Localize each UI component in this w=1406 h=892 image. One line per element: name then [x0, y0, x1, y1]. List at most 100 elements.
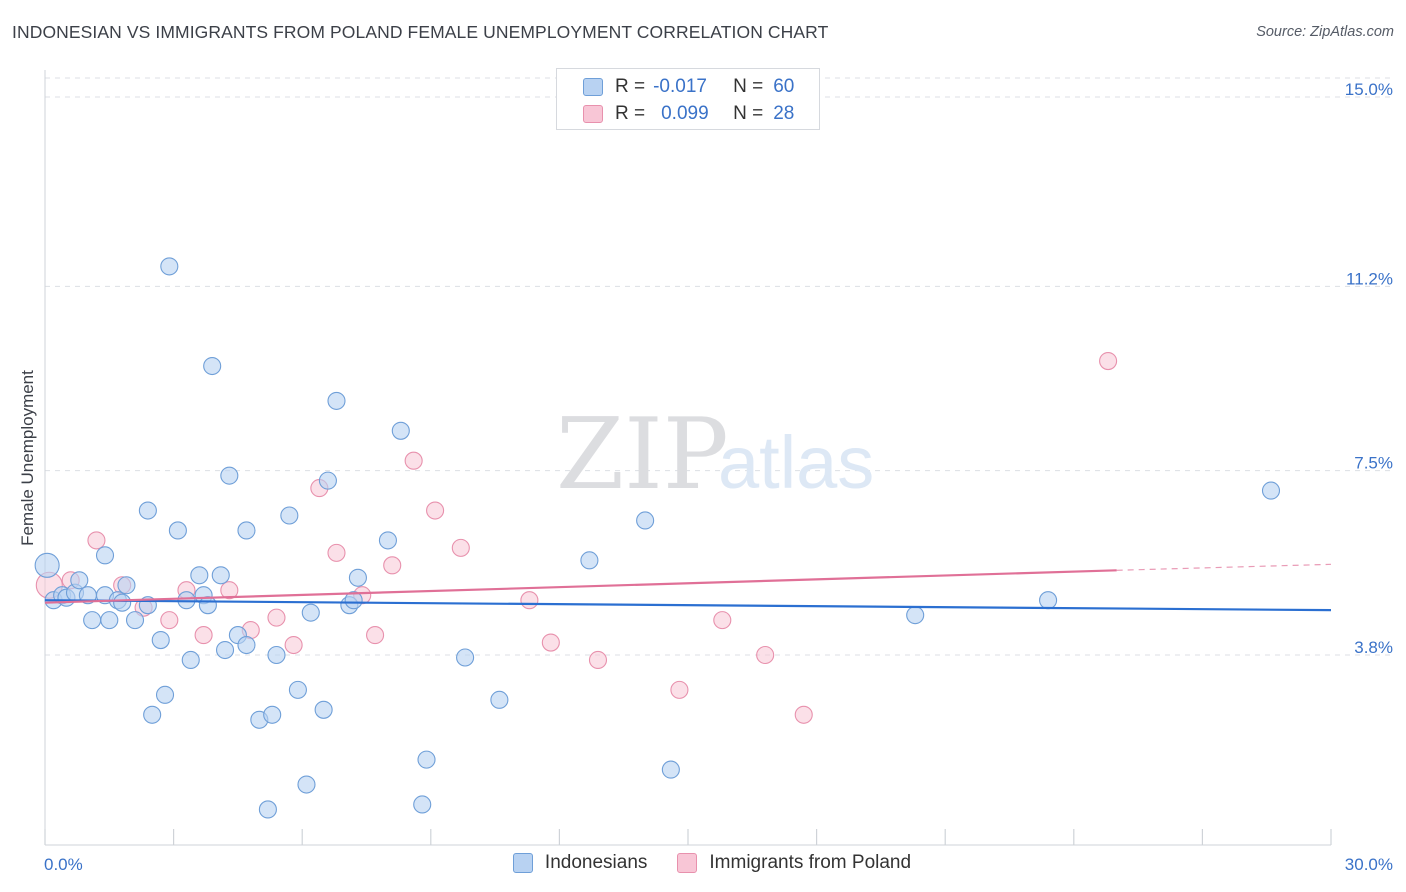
y-tick-label: 7.5%: [1354, 454, 1393, 473]
data-point-poland: [794, 705, 813, 724]
legend-n-label: N =: [733, 76, 764, 97]
chart-title: INDONESIAN VS IMMIGRANTS FROM POLAND FEM…: [12, 22, 829, 42]
data-point-poland: [284, 635, 303, 655]
data-point-indonesians: [100, 611, 119, 630]
data-point-indonesians: [288, 680, 307, 699]
data-point-indonesians: [344, 591, 363, 610]
data-point-indonesians: [237, 521, 256, 540]
data-point-indonesians: [391, 421, 410, 440]
trend-lines: [44, 563, 1332, 612]
legend-n-label: N =: [733, 103, 764, 124]
legend-item-indonesians[interactable]: Indonesians: [512, 852, 648, 874]
watermark-atlas: atlas: [718, 421, 874, 504]
data-point-indonesians: [70, 571, 89, 590]
data-point-indonesians: [314, 700, 333, 719]
data-point-indonesians: [263, 705, 282, 724]
trend-line-poland-extension: [1116, 563, 1332, 571]
data-point-indonesians: [413, 795, 432, 814]
data-point-indonesians: [297, 775, 316, 794]
data-point-indonesians: [301, 603, 320, 622]
y-tick-label: 15.0%: [1345, 80, 1393, 99]
data-point-indonesians: [215, 640, 235, 660]
data-point-poland: [756, 645, 775, 665]
trend-line-poland: [44, 569, 1117, 604]
data-point-indonesians: [151, 631, 170, 650]
data-point-indonesians: [143, 705, 162, 724]
legend-row-indonesians: R = -0.017 N = 60: [583, 76, 794, 98]
data-point-indonesians: [181, 650, 200, 670]
data-point-indonesians: [237, 635, 256, 655]
data-point-poland: [194, 626, 213, 645]
data-point-indonesians: [211, 566, 230, 585]
data-point-indonesians: [378, 531, 397, 550]
data-point-indonesians: [198, 596, 217, 615]
legend-r-label: R =: [615, 76, 646, 97]
watermark: ZIP atlas: [556, 398, 874, 512]
data-point-indonesians: [83, 611, 102, 630]
axis-layer: [44, 70, 1332, 846]
data-point-indonesians: [580, 551, 599, 570]
data-point-indonesians: [113, 593, 132, 612]
data-point-poland: [588, 650, 608, 670]
data-point-indonesians: [95, 546, 115, 565]
data-point-indonesians: [117, 576, 136, 595]
data-point-indonesians: [155, 685, 175, 704]
x-tick-label: 0.0%: [44, 855, 83, 874]
data-point-indonesians: [906, 606, 925, 625]
series-indonesians-points: [34, 257, 1281, 819]
trend-line-indonesians: [44, 599, 1332, 612]
series-legend: Indonesians Immigrants from Poland: [0, 852, 1406, 874]
data-point-poland: [541, 633, 560, 652]
legend-label-poland: Immigrants from Poland: [709, 852, 912, 873]
legend-n-value: 28: [773, 103, 795, 124]
data-point-poland: [404, 451, 423, 470]
data-point-indonesians: [220, 466, 239, 485]
legend-r-label: R =: [615, 103, 646, 124]
data-point-indonesians: [417, 750, 436, 769]
data-point-poland: [267, 608, 286, 627]
tick-labels: 3.8% 7.5% 11.2% 15.0% 0.0% 30.0%: [44, 80, 1393, 874]
legend-n-value: 60: [773, 76, 795, 97]
data-point-indonesians: [168, 521, 187, 540]
data-point-indonesians: [280, 506, 299, 525]
data-point-poland: [160, 611, 179, 630]
legend-swatch-blue: [583, 78, 603, 96]
legend-label-indonesians: Indonesians: [544, 852, 648, 873]
data-point-poland: [451, 538, 470, 557]
legend-r-value: 0.099: [661, 103, 709, 124]
data-point-indonesians: [1261, 481, 1281, 500]
data-point-indonesians: [636, 511, 655, 530]
data-point-poland: [1099, 352, 1118, 371]
data-point-indonesians: [258, 800, 277, 819]
data-point-indonesians: [34, 552, 60, 578]
data-point-poland: [426, 501, 445, 520]
data-point-indonesians: [125, 611, 145, 630]
grid-layer: [45, 77, 1392, 656]
watermark-zip: ZIP: [556, 398, 729, 512]
data-point-indonesians: [327, 391, 346, 410]
legend-item-poland[interactable]: Immigrants from Poland: [677, 852, 911, 874]
y-tick-label: 3.8%: [1354, 638, 1393, 657]
data-point-indonesians: [267, 645, 286, 665]
legend-r-value: -0.017: [653, 76, 707, 97]
data-point-poland: [520, 591, 539, 610]
data-point-indonesians: [661, 760, 680, 779]
data-point-indonesians: [190, 566, 209, 585]
data-point-poland: [670, 680, 689, 699]
data-point-indonesians: [456, 648, 475, 667]
data-point-indonesians: [138, 501, 157, 520]
data-point-poland: [383, 556, 402, 575]
legend-swatch-blue: [512, 853, 533, 873]
data-point-indonesians: [160, 257, 179, 276]
data-point-poland: [220, 581, 239, 600]
data-point-indonesians: [1039, 591, 1058, 610]
data-point-poland: [327, 543, 346, 562]
data-point-indonesians: [348, 568, 367, 587]
data-point-indonesians: [203, 356, 222, 376]
legend-swatch-pink: [677, 853, 698, 873]
x-tick-label: 30.0%: [1345, 855, 1393, 874]
legend-swatch-pink: [583, 105, 603, 123]
legend-row-poland: R = 0.099 N = 28: [583, 103, 794, 125]
data-point-indonesians: [318, 471, 337, 490]
